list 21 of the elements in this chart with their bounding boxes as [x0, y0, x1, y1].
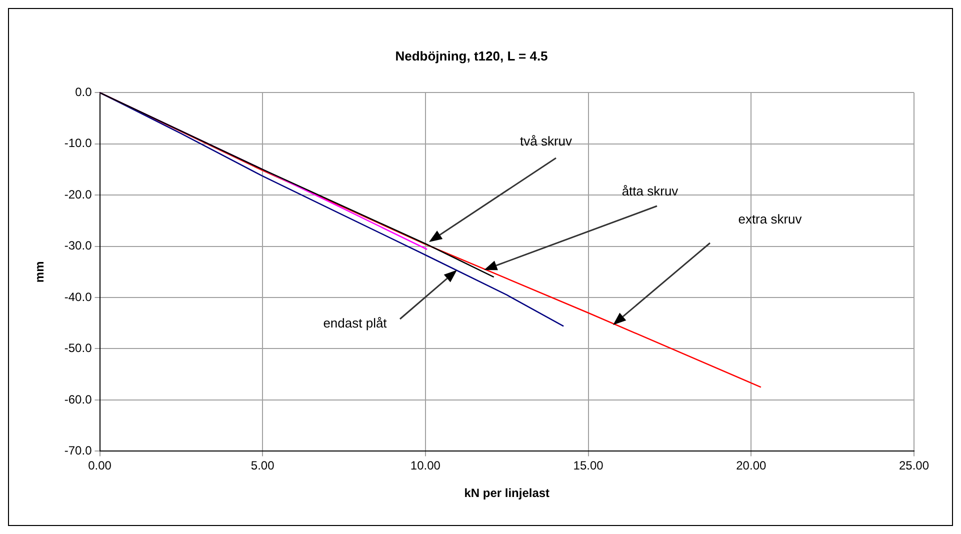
y-tick-label: 0.0 — [75, 84, 92, 99]
x-tick-label: 20.00 — [736, 458, 766, 473]
annotation: extra skruv — [738, 212, 802, 226]
annotation: endast plåt — [323, 316, 387, 330]
y-tick-label: -10.0 — [64, 136, 92, 150]
annotation: två skruv — [520, 134, 572, 148]
y-tick-label: -50.0 — [64, 341, 92, 356]
y-tick-label: -70.0 — [64, 444, 92, 458]
x-tick-label: 0.00 — [88, 458, 112, 473]
x-tick-label: 5.00 — [250, 458, 275, 473]
chart-title: Nedböjning, t120, L = 4.5 — [395, 48, 548, 64]
y-axis-title: mm — [32, 261, 47, 283]
x-tick-label: 15.00 — [573, 458, 604, 473]
annotation: åtta skruv — [622, 184, 678, 198]
x-tick-label: 10.00 — [410, 458, 441, 473]
y-tick-label: -30.0 — [64, 238, 92, 253]
y-tick-label: -60.0 — [64, 392, 92, 406]
x-axis-title: kN per linjelast — [464, 486, 550, 500]
x-tick-label: 25.00 — [898, 458, 930, 473]
y-tick-label: -20.0 — [64, 187, 92, 202]
y-tick-label: -40.0 — [64, 290, 92, 304]
